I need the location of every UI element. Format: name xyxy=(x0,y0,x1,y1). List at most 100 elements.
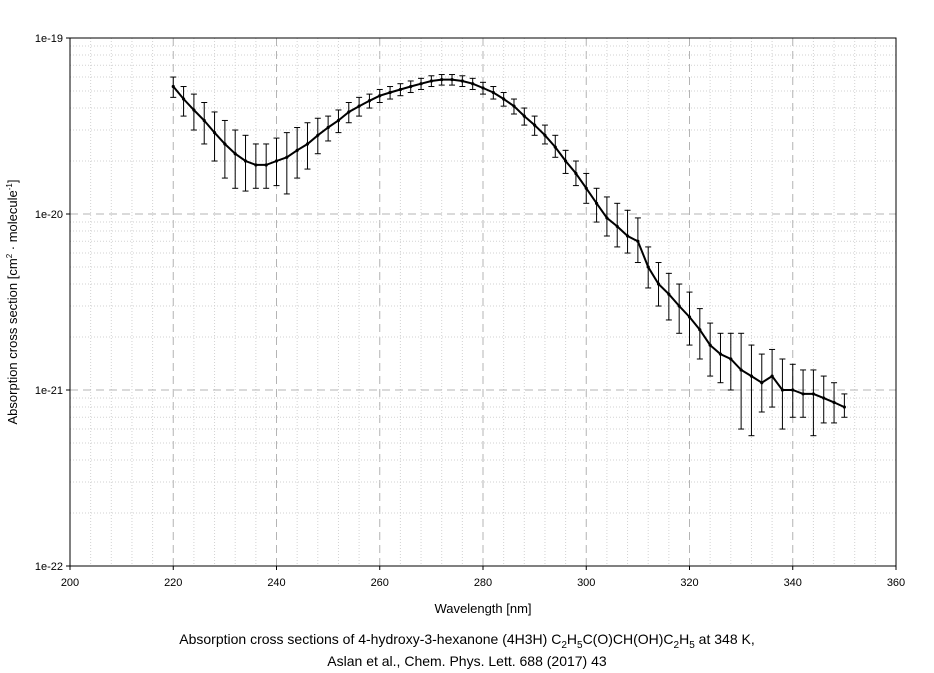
caption-text: H xyxy=(566,631,577,647)
caption-sub: 2 xyxy=(673,639,680,651)
caption-sub: 5 xyxy=(689,639,695,651)
data-point xyxy=(667,292,671,296)
y-axis-title-part1: Absorption cross section [cm xyxy=(5,258,20,424)
y-axis-title-sup1: 2 xyxy=(5,253,14,258)
absorption-chart: 200 220 240 260 280 300 320 340 360 1e-22 1e-21 1e-… xyxy=(5,33,905,616)
data-point xyxy=(574,171,578,176)
data-point xyxy=(398,87,402,92)
data-point xyxy=(564,159,568,163)
data-point xyxy=(801,392,805,396)
data-point xyxy=(440,78,444,82)
data-point xyxy=(512,104,516,108)
data-point xyxy=(264,163,268,167)
data-point xyxy=(491,90,495,95)
x-tick-label: 320 xyxy=(680,577,698,589)
caption-text: H xyxy=(679,631,690,647)
y-axis-title-part2: · molecule xyxy=(5,190,20,254)
data-point xyxy=(698,328,702,332)
data-point xyxy=(481,86,485,90)
y-axis-title-part3: ] xyxy=(5,180,20,184)
x-tick-label: 300 xyxy=(577,577,595,589)
data-point xyxy=(419,82,423,86)
series-absorption xyxy=(171,78,846,409)
data-point xyxy=(718,352,723,356)
caption-text: Absorption cross sections of 4-hydroxy-3… xyxy=(179,631,562,647)
data-point xyxy=(656,282,661,286)
data-point xyxy=(243,159,248,163)
series-line xyxy=(172,78,845,409)
y-tick-label: 1e-21 xyxy=(35,385,63,397)
x-tick-label: 260 xyxy=(371,577,389,589)
data-point xyxy=(615,224,619,229)
data-point xyxy=(409,84,413,89)
data-point xyxy=(378,94,382,98)
caption-text: C(O)CH(OH)C xyxy=(582,631,674,647)
axis-ticks: 200 220 240 260 280 300 320 340 360 1e-22 1e-21 1e-… xyxy=(35,33,905,589)
caption-line-2: Aslan et al., Chem. Phys. Lett. 688 (201… xyxy=(327,653,607,669)
data-point xyxy=(233,152,237,156)
x-tick-label: 200 xyxy=(61,577,79,589)
y-tick-label: 1e-19 xyxy=(35,33,63,45)
data-point xyxy=(770,374,774,378)
x-axis-title: Wavelength [nm] xyxy=(434,601,531,616)
data-point xyxy=(811,392,816,396)
y-tick-label: 1e-22 xyxy=(35,561,63,573)
data-point xyxy=(326,125,330,130)
x-tick-label: 280 xyxy=(474,577,492,589)
data-point xyxy=(646,265,650,269)
data-point xyxy=(522,114,526,118)
data-point xyxy=(760,381,764,385)
data-point xyxy=(336,118,341,123)
data-point xyxy=(605,216,609,220)
data-point xyxy=(285,155,289,159)
data-point xyxy=(171,84,175,89)
data-point xyxy=(594,201,599,205)
error-bars xyxy=(170,74,848,437)
data-point xyxy=(625,234,630,238)
data-point xyxy=(212,131,217,135)
data-point xyxy=(502,97,506,101)
caption-text: at 348 K, xyxy=(694,631,755,647)
data-point xyxy=(791,388,795,392)
x-tick-label: 240 xyxy=(267,577,285,589)
data-point xyxy=(677,304,681,308)
data-point xyxy=(274,159,279,163)
data-point xyxy=(450,78,454,82)
data-point xyxy=(553,145,557,149)
data-point xyxy=(832,400,836,405)
data-point xyxy=(471,82,475,86)
data-point xyxy=(357,104,361,108)
data-point xyxy=(739,368,743,372)
data-point xyxy=(543,133,547,137)
data-point xyxy=(295,148,299,152)
data-point xyxy=(584,186,588,190)
data-point xyxy=(533,123,537,127)
x-tick-label: 220 xyxy=(164,577,182,589)
data-point xyxy=(687,315,692,319)
data-point xyxy=(780,388,785,392)
data-point xyxy=(749,374,754,378)
data-point xyxy=(202,118,206,123)
x-tick-label: 340 xyxy=(784,577,802,589)
data-point xyxy=(192,108,196,112)
data-point xyxy=(316,133,320,137)
data-point xyxy=(223,142,227,146)
data-point xyxy=(636,239,640,243)
data-point xyxy=(429,79,433,83)
data-point xyxy=(254,163,258,167)
data-point xyxy=(181,97,186,101)
data-point xyxy=(708,343,712,347)
y-axis-title-sup2: -1 xyxy=(5,183,14,191)
data-point xyxy=(460,79,464,83)
x-tick-label: 360 xyxy=(887,577,905,589)
y-axis-title: Absorption cross section [cm2 · molecule… xyxy=(5,180,20,425)
caption-line-1: Absorption cross sections of 4-hydroxy-3… xyxy=(0,631,934,651)
caption-sub: 5 xyxy=(577,639,583,651)
data-point xyxy=(347,110,351,114)
y-tick-label: 1e-20 xyxy=(35,209,63,221)
data-point xyxy=(729,357,733,361)
data-point xyxy=(822,396,826,400)
data-point xyxy=(305,142,310,146)
data-point xyxy=(388,90,392,95)
data-point xyxy=(842,405,846,409)
